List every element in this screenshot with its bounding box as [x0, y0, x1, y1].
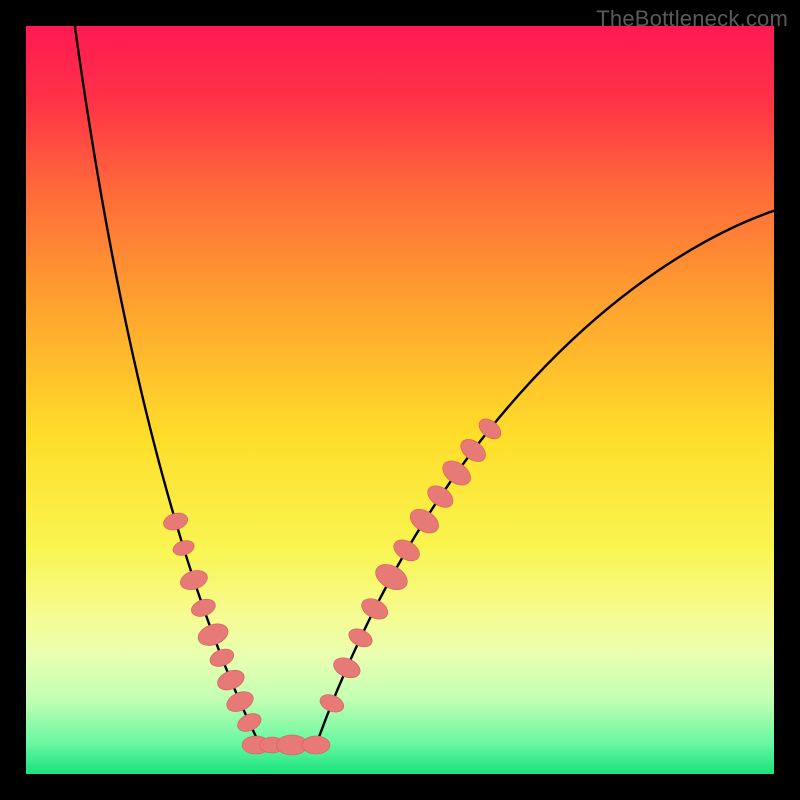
watermark-text: TheBottleneck.com	[596, 6, 788, 32]
bottleneck-chart-svg	[0, 0, 800, 800]
chart-container: { "watermark": { "text": "TheBottleneck.…	[0, 0, 800, 800]
